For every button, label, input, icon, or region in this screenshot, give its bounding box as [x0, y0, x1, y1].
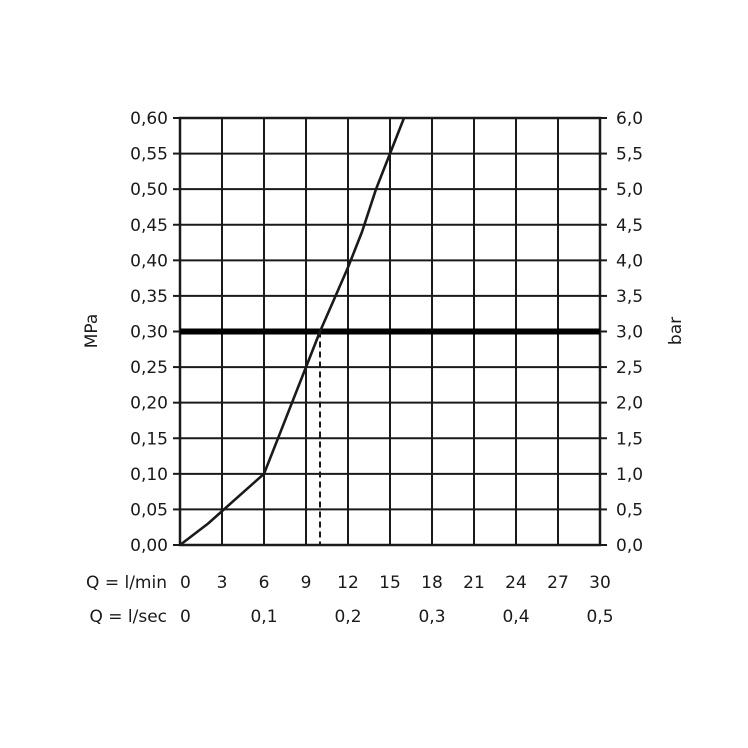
y2-tick-label: 1,5: [616, 429, 643, 449]
x-tick-label: 27: [547, 573, 569, 593]
series-line: [179, 117, 406, 547]
y-tick-label: 0,45: [130, 216, 168, 236]
y-tick-label: 0,05: [130, 500, 168, 520]
y2-tick-label: 4,5: [616, 216, 643, 236]
curve-layer: [179, 117, 406, 547]
y2-tick-label: 0,0: [616, 536, 643, 556]
x-ticks: 0 3 6 9 12 15 18 21 24 27 30 0 0,1 0,2 0,3 0,4 0,5: [180, 573, 614, 627]
x-tick-label: 0,2: [334, 607, 361, 627]
x-tick-label: 6: [259, 573, 270, 593]
x-tick-label: 0: [180, 607, 191, 627]
x-tick-label: 0,1: [250, 607, 277, 627]
y-tick-label: 0,55: [130, 145, 168, 165]
y2-tick-label: 0,5: [616, 500, 643, 520]
y2-ticks: 0,0 0,5 1,0 1,5 2,0 2,5 3,0 3,5 4,0 4,5 5,0 5,5 6,0: [616, 109, 643, 556]
y2-tick-label: 4,0: [616, 251, 643, 271]
y2-axis-label: bar: [666, 317, 686, 345]
y-tick-label: 0,60: [130, 109, 168, 129]
y-tick-label: 0,00: [130, 536, 168, 556]
x-tick-label: 21: [463, 573, 485, 593]
y-tick-label: 0,10: [130, 465, 168, 485]
x-tick-label: 0,3: [418, 607, 445, 627]
y-tick-label: 0,30: [130, 323, 168, 343]
y2-tick-label: 2,5: [616, 358, 643, 378]
y-tick-label: 0,15: [130, 429, 168, 449]
y-tick-label: 0,20: [130, 394, 168, 414]
y-tick-label: 0,25: [130, 358, 168, 378]
y2-tick-label: 3,5: [616, 287, 643, 307]
y-tick-label: 0,50: [130, 180, 168, 200]
x-tick-label: 3: [217, 573, 228, 593]
y2-tick-label: 6,0: [616, 109, 643, 129]
x-tick-label: 30: [589, 573, 611, 593]
y2-tick-label: 3,0: [616, 323, 643, 343]
x-tick-label: 15: [379, 573, 401, 593]
y2-tick-label: 5,0: [616, 180, 643, 200]
y-ticks: 0,00 0,05 0,10 0,15 0,20 0,25 0,30 0,35 0,40 0,45…: [130, 109, 168, 556]
x-tick-label: 12: [337, 573, 359, 593]
x-tick-label: 0: [180, 573, 191, 593]
y2-tick-label: 1,0: [616, 465, 643, 485]
y-tick-label: 0,35: [130, 287, 168, 307]
reference-layer: [180, 328, 600, 545]
x-tick-label: 0,5: [586, 607, 613, 627]
y-tick-label: 0,40: [130, 251, 168, 271]
x-tick-label: 9: [301, 573, 312, 593]
y2-tick-label: 2,0: [616, 394, 643, 414]
x-tick-label: 24: [505, 573, 527, 593]
x-tick-label: 0,4: [502, 607, 529, 627]
y2-tick-label: 5,5: [616, 145, 643, 165]
y-axis-label: MPa: [82, 314, 102, 349]
x-tick-label: 18: [421, 573, 443, 593]
x-axis-label-lsec: Q = l/sec: [89, 607, 167, 627]
x-axis-label-lmin: Q = l/min: [86, 573, 167, 593]
